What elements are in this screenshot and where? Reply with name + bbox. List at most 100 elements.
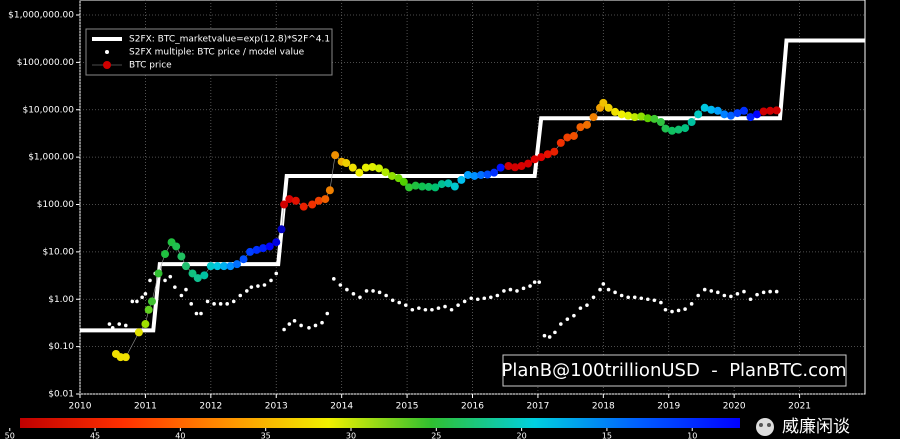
price-dot [483, 170, 492, 179]
price-dot [399, 177, 408, 186]
multiple-dot [489, 295, 493, 300]
price-dot [617, 110, 626, 119]
price-dot [368, 162, 377, 171]
price-dot [739, 106, 748, 115]
multiple-dot [670, 309, 674, 314]
multiple-dot [148, 278, 152, 283]
multiple-dot [184, 287, 188, 292]
annotation-box [502, 354, 847, 387]
price-dot [611, 107, 620, 116]
multiple-dot [199, 311, 203, 316]
multiple-dot [547, 335, 552, 339]
multiple-dot [269, 278, 273, 283]
multiple-dot [364, 289, 369, 293]
multiple-dot [559, 322, 563, 326]
price-dot [291, 196, 300, 205]
multiple-dot [606, 287, 611, 292]
price-dot [543, 150, 552, 159]
price-dot [141, 320, 150, 329]
multiple-dot [371, 289, 375, 293]
y-tick-label: $1.00 [48, 295, 74, 305]
multiple-dot [245, 289, 249, 293]
multiple-dot [287, 322, 292, 326]
price-dot [700, 103, 709, 112]
price-dot [411, 181, 420, 190]
price-dot [504, 161, 513, 170]
price-dot [457, 175, 466, 184]
price-dot [239, 255, 248, 264]
multiple-dot [274, 271, 279, 276]
multiple-dot [495, 293, 500, 298]
multiple-dot [774, 289, 779, 294]
multiple-dot [742, 289, 746, 294]
price-dot [630, 113, 639, 122]
multiple-dot [225, 302, 229, 306]
multiple-dot [430, 307, 434, 312]
multiple-dot [716, 290, 720, 295]
multiple-dot [130, 299, 135, 304]
multiple-dot [384, 293, 388, 298]
price-dot [470, 171, 479, 180]
colorbar-tick-label: 35 [261, 432, 271, 439]
price-dot [668, 126, 677, 135]
multiple-dot [572, 313, 576, 318]
multiple-dot [449, 307, 454, 312]
price-dot [308, 200, 317, 209]
multiple-dot [659, 300, 663, 305]
price-dot [381, 168, 390, 177]
multiple-dot [735, 292, 740, 296]
price-dot [200, 271, 209, 280]
multiple-dot [377, 290, 382, 295]
legend: S2FX: BTC_marketvalue=exp(12.8)*S2F^4.1 S… [85, 28, 333, 76]
price-dot [599, 98, 608, 107]
colorbar-tick-label: 15 [602, 432, 612, 439]
multiple-dot [249, 285, 254, 289]
multiple-dot [768, 289, 772, 294]
price-dot [604, 103, 613, 112]
multiple-dot [689, 302, 694, 306]
y-tick-label: $1,000.00 [28, 153, 74, 163]
multiple-dot [475, 297, 480, 302]
multiple-dot [619, 293, 624, 298]
x-tick-label: 2016 [461, 402, 484, 412]
price-dot [643, 114, 652, 123]
colorbar-tick-label: 45 [90, 432, 100, 439]
legend-label: BTC price [129, 61, 172, 71]
model-line [80, 38, 865, 333]
price-dot [450, 182, 459, 191]
multiple-dot [163, 278, 167, 283]
multiple-dot [565, 317, 570, 321]
price-dot [299, 202, 308, 211]
multiple-dot [320, 320, 324, 325]
multiple-dot [532, 280, 537, 284]
legend-swatch [105, 50, 109, 54]
price-dot [252, 245, 261, 254]
multiple-dot [761, 290, 766, 295]
x-tick-label: 2014 [330, 402, 353, 412]
x-tick-label: 2015 [396, 402, 419, 412]
price-dot [188, 269, 197, 278]
price-dot [280, 200, 289, 209]
multiple-dot [390, 298, 395, 303]
legend-box [85, 28, 333, 76]
price-dot [314, 196, 323, 205]
multiple-dot [508, 287, 513, 292]
price-dot [134, 328, 143, 337]
multiple-dot [410, 307, 415, 312]
y-tick-label: $100,000.00 [17, 58, 75, 68]
multiple-dot [173, 285, 177, 289]
multiple-dot [117, 322, 122, 326]
price-dot [713, 106, 722, 115]
multiple-dot [135, 299, 139, 304]
multiple-dot [417, 306, 421, 310]
x-tick-label: 2017 [526, 402, 549, 412]
multiple-dot [299, 323, 303, 328]
price-dot [556, 138, 565, 147]
multiple-dot [598, 287, 602, 292]
multiple-dot [456, 303, 460, 307]
multiple-dot [639, 296, 644, 301]
price-dot [524, 159, 533, 168]
multiple-dot [168, 274, 173, 279]
price-dot [226, 262, 235, 271]
price-dot [772, 106, 781, 115]
